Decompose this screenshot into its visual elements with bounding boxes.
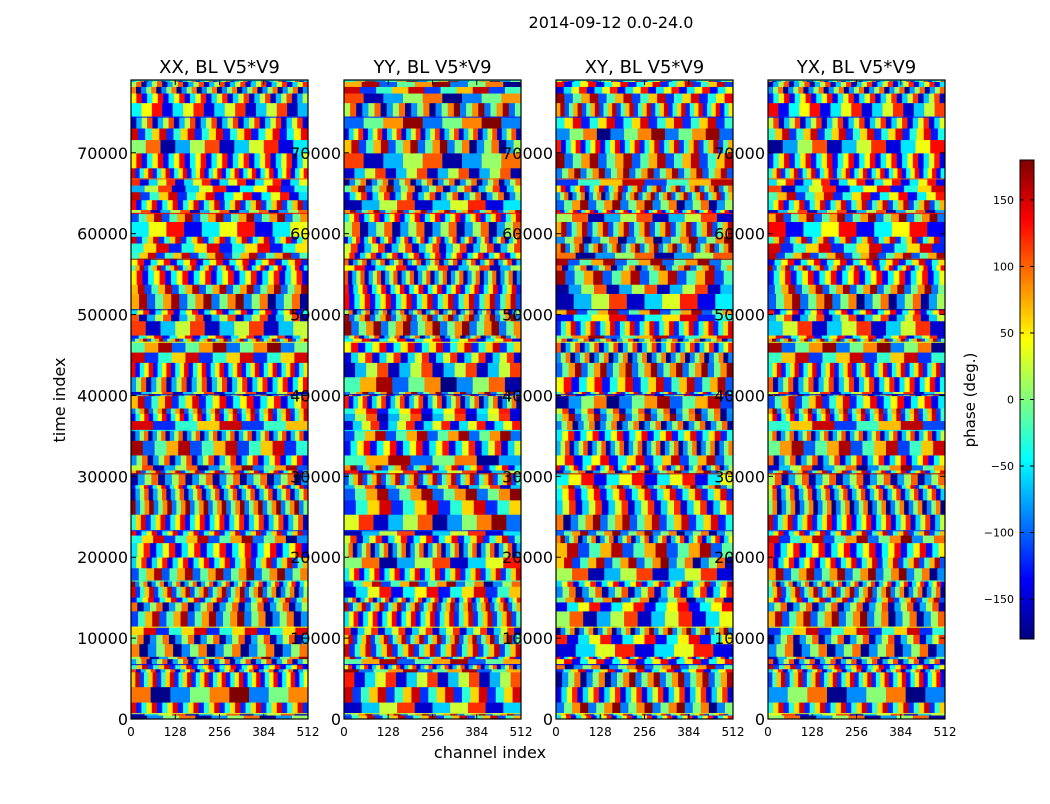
y-axis-label: time index xyxy=(50,357,69,442)
x-tick-label-0-1: 128 xyxy=(164,725,187,739)
panel-title-3: YX, BL V5*V9 xyxy=(796,57,916,78)
x-tick-label-1-2: 256 xyxy=(421,725,444,739)
x-tick-label-3-0: 0 xyxy=(764,725,772,739)
colorbar: −150 −100 −50 0 50 100 150 xyxy=(984,160,1034,639)
x-tick-label-2-0: 0 xyxy=(552,725,560,739)
y-tick-label-1-6: 60000 xyxy=(290,225,341,244)
y-tick-label-3-6: 60000 xyxy=(714,225,765,244)
phase-image-2 xyxy=(556,80,734,719)
x-tick-label-2-2: 256 xyxy=(633,725,656,739)
x-tick-label-2-1: 128 xyxy=(589,725,612,739)
panel-title-1: YY, BL V5*V9 xyxy=(372,57,491,78)
y-tick-label-1-7: 70000 xyxy=(290,144,341,163)
y-tick-label-2-5: 50000 xyxy=(502,306,553,325)
x-tick-label-0-3: 384 xyxy=(252,725,275,739)
y-tick-label-1-0: 0 xyxy=(331,710,341,729)
y-tick-label-3-2: 20000 xyxy=(714,548,765,567)
y-tick-label-1-1: 10000 xyxy=(290,629,341,648)
y-tick-label-1-5: 50000 xyxy=(290,306,341,325)
x-tick-label-3-3: 384 xyxy=(889,725,912,739)
x-axis-label: channel index xyxy=(434,743,546,762)
panel-title-0: XX, BL V5*V9 xyxy=(159,57,280,78)
colorbar-tick-label-5: 100 xyxy=(993,260,1014,273)
x-tick-label-3-4: 512 xyxy=(934,725,957,739)
y-tick-label-0-6: 60000 xyxy=(77,225,128,244)
y-tick-label-1-4: 40000 xyxy=(290,386,341,405)
y-tick-label-2-0: 0 xyxy=(543,710,553,729)
panel-0: XX, BL V5*V9 0 128 256 384 512 0 10000 20000 3000… xyxy=(77,57,319,739)
y-tick-label-0-0: 0 xyxy=(118,710,128,729)
x-tick-label-3-2: 256 xyxy=(845,725,868,739)
y-tick-label-3-0: 0 xyxy=(755,710,765,729)
y-tick-label-3-5: 50000 xyxy=(714,306,765,325)
x-tick-label-1-3: 384 xyxy=(465,725,488,739)
y-tick-label-0-7: 70000 xyxy=(77,144,128,163)
y-tick-label-1-2: 20000 xyxy=(290,548,341,567)
phase-image-3 xyxy=(768,80,946,719)
y-tick-label-3-1: 10000 xyxy=(714,629,765,648)
panel-3: YX, BL V5*V9 0 128 256 384 512 0 10000 20000 3000… xyxy=(714,57,956,739)
y-tick-label-2-2: 20000 xyxy=(502,548,553,567)
phase-image-0 xyxy=(131,80,309,719)
x-tick-label-2-3: 384 xyxy=(677,725,700,739)
x-tick-label-1-1: 128 xyxy=(377,725,400,739)
y-tick-label-0-2: 20000 xyxy=(77,548,128,567)
x-tick-label-3-1: 128 xyxy=(801,725,824,739)
colorbar-tick-label-0: −150 xyxy=(984,593,1014,606)
y-tick-label-2-6: 60000 xyxy=(502,225,553,244)
y-tick-label-0-1: 10000 xyxy=(77,629,128,648)
phase-image-1 xyxy=(344,80,522,719)
x-tick-label-1-4: 512 xyxy=(510,725,533,739)
colorbar-tick-label-4: 50 xyxy=(1000,327,1014,340)
y-tick-label-0-4: 40000 xyxy=(77,386,128,405)
y-tick-label-3-7: 70000 xyxy=(714,144,765,163)
y-tick-label-2-1: 10000 xyxy=(502,629,553,648)
panels: XX, BL V5*V9 0 128 256 384 512 0 10000 20000 3000… xyxy=(77,57,956,739)
panel-title-2: XY, BL V5*V9 xyxy=(585,57,704,78)
y-tick-label-1-3: 30000 xyxy=(290,467,341,486)
x-tick-label-2-4: 512 xyxy=(722,725,745,739)
y-tick-label-0-5: 50000 xyxy=(77,306,128,325)
panel-2: XY, BL V5*V9 0 128 256 384 512 0 10000 20000 3000… xyxy=(502,57,744,739)
y-tick-label-3-4: 40000 xyxy=(714,386,765,405)
y-tick-label-2-7: 70000 xyxy=(502,144,553,163)
x-tick-label-0-0: 0 xyxy=(127,725,135,739)
x-tick-label-0-2: 256 xyxy=(208,725,231,739)
y-tick-label-2-4: 40000 xyxy=(502,386,553,405)
colorbar-tick-label-1: −100 xyxy=(984,527,1014,540)
colorbar-tick-label-6: 150 xyxy=(993,194,1014,207)
x-tick-label-1-0: 0 xyxy=(340,725,348,739)
y-tick-label-0-3: 30000 xyxy=(77,467,128,486)
panel-1: YY, BL V5*V9 0 128 256 384 512 0 10000 20000 3000… xyxy=(290,57,532,739)
colorbar-label: phase (deg.) xyxy=(961,353,979,448)
x-tick-label-0-4: 512 xyxy=(297,725,320,739)
colorbar-tick-label-3: 0 xyxy=(1007,394,1014,407)
colorbar-tick-label-2: −50 xyxy=(991,460,1014,473)
y-tick-label-3-3: 30000 xyxy=(714,467,765,486)
y-tick-label-2-3: 30000 xyxy=(502,467,553,486)
figure-title: 2014-09-12 0.0-24.0 xyxy=(529,13,694,32)
